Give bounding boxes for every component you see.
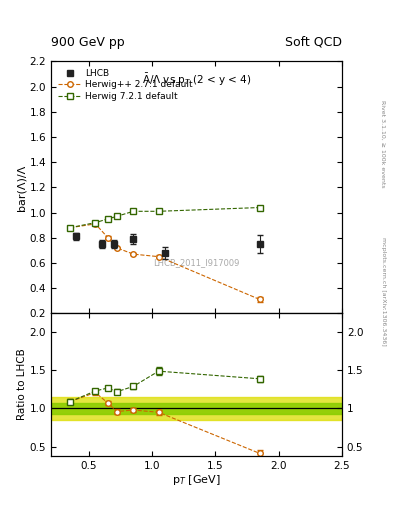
Y-axis label: bar(Λ)/Λ: bar(Λ)/Λ [17, 164, 27, 210]
Text: LHCB_2011_I917009: LHCB_2011_I917009 [153, 259, 240, 267]
Legend: LHCB, Herwig++ 2.7.1 default, Herwig 7.2.1 default: LHCB, Herwig++ 2.7.1 default, Herwig 7.2… [55, 66, 196, 104]
Text: Rivet 3.1.10, ≥ 100k events: Rivet 3.1.10, ≥ 100k events [381, 99, 386, 187]
Text: 900 GeV pp: 900 GeV pp [51, 36, 125, 49]
Bar [51, 403, 342, 414]
Y-axis label: Ratio to LHCB: Ratio to LHCB [17, 349, 27, 420]
Text: Soft QCD: Soft QCD [285, 36, 342, 49]
Bar [51, 397, 342, 420]
Text: $\bar{\Lambda}/\Lambda$ vs p$_T$ (2 < y < 4): $\bar{\Lambda}/\Lambda$ vs p$_T$ (2 < y … [142, 72, 251, 88]
Text: mcplots.cern.ch [arXiv:1306.3436]: mcplots.cern.ch [arXiv:1306.3436] [381, 238, 386, 346]
X-axis label: p$_T$ [GeV]: p$_T$ [GeV] [172, 473, 221, 487]
